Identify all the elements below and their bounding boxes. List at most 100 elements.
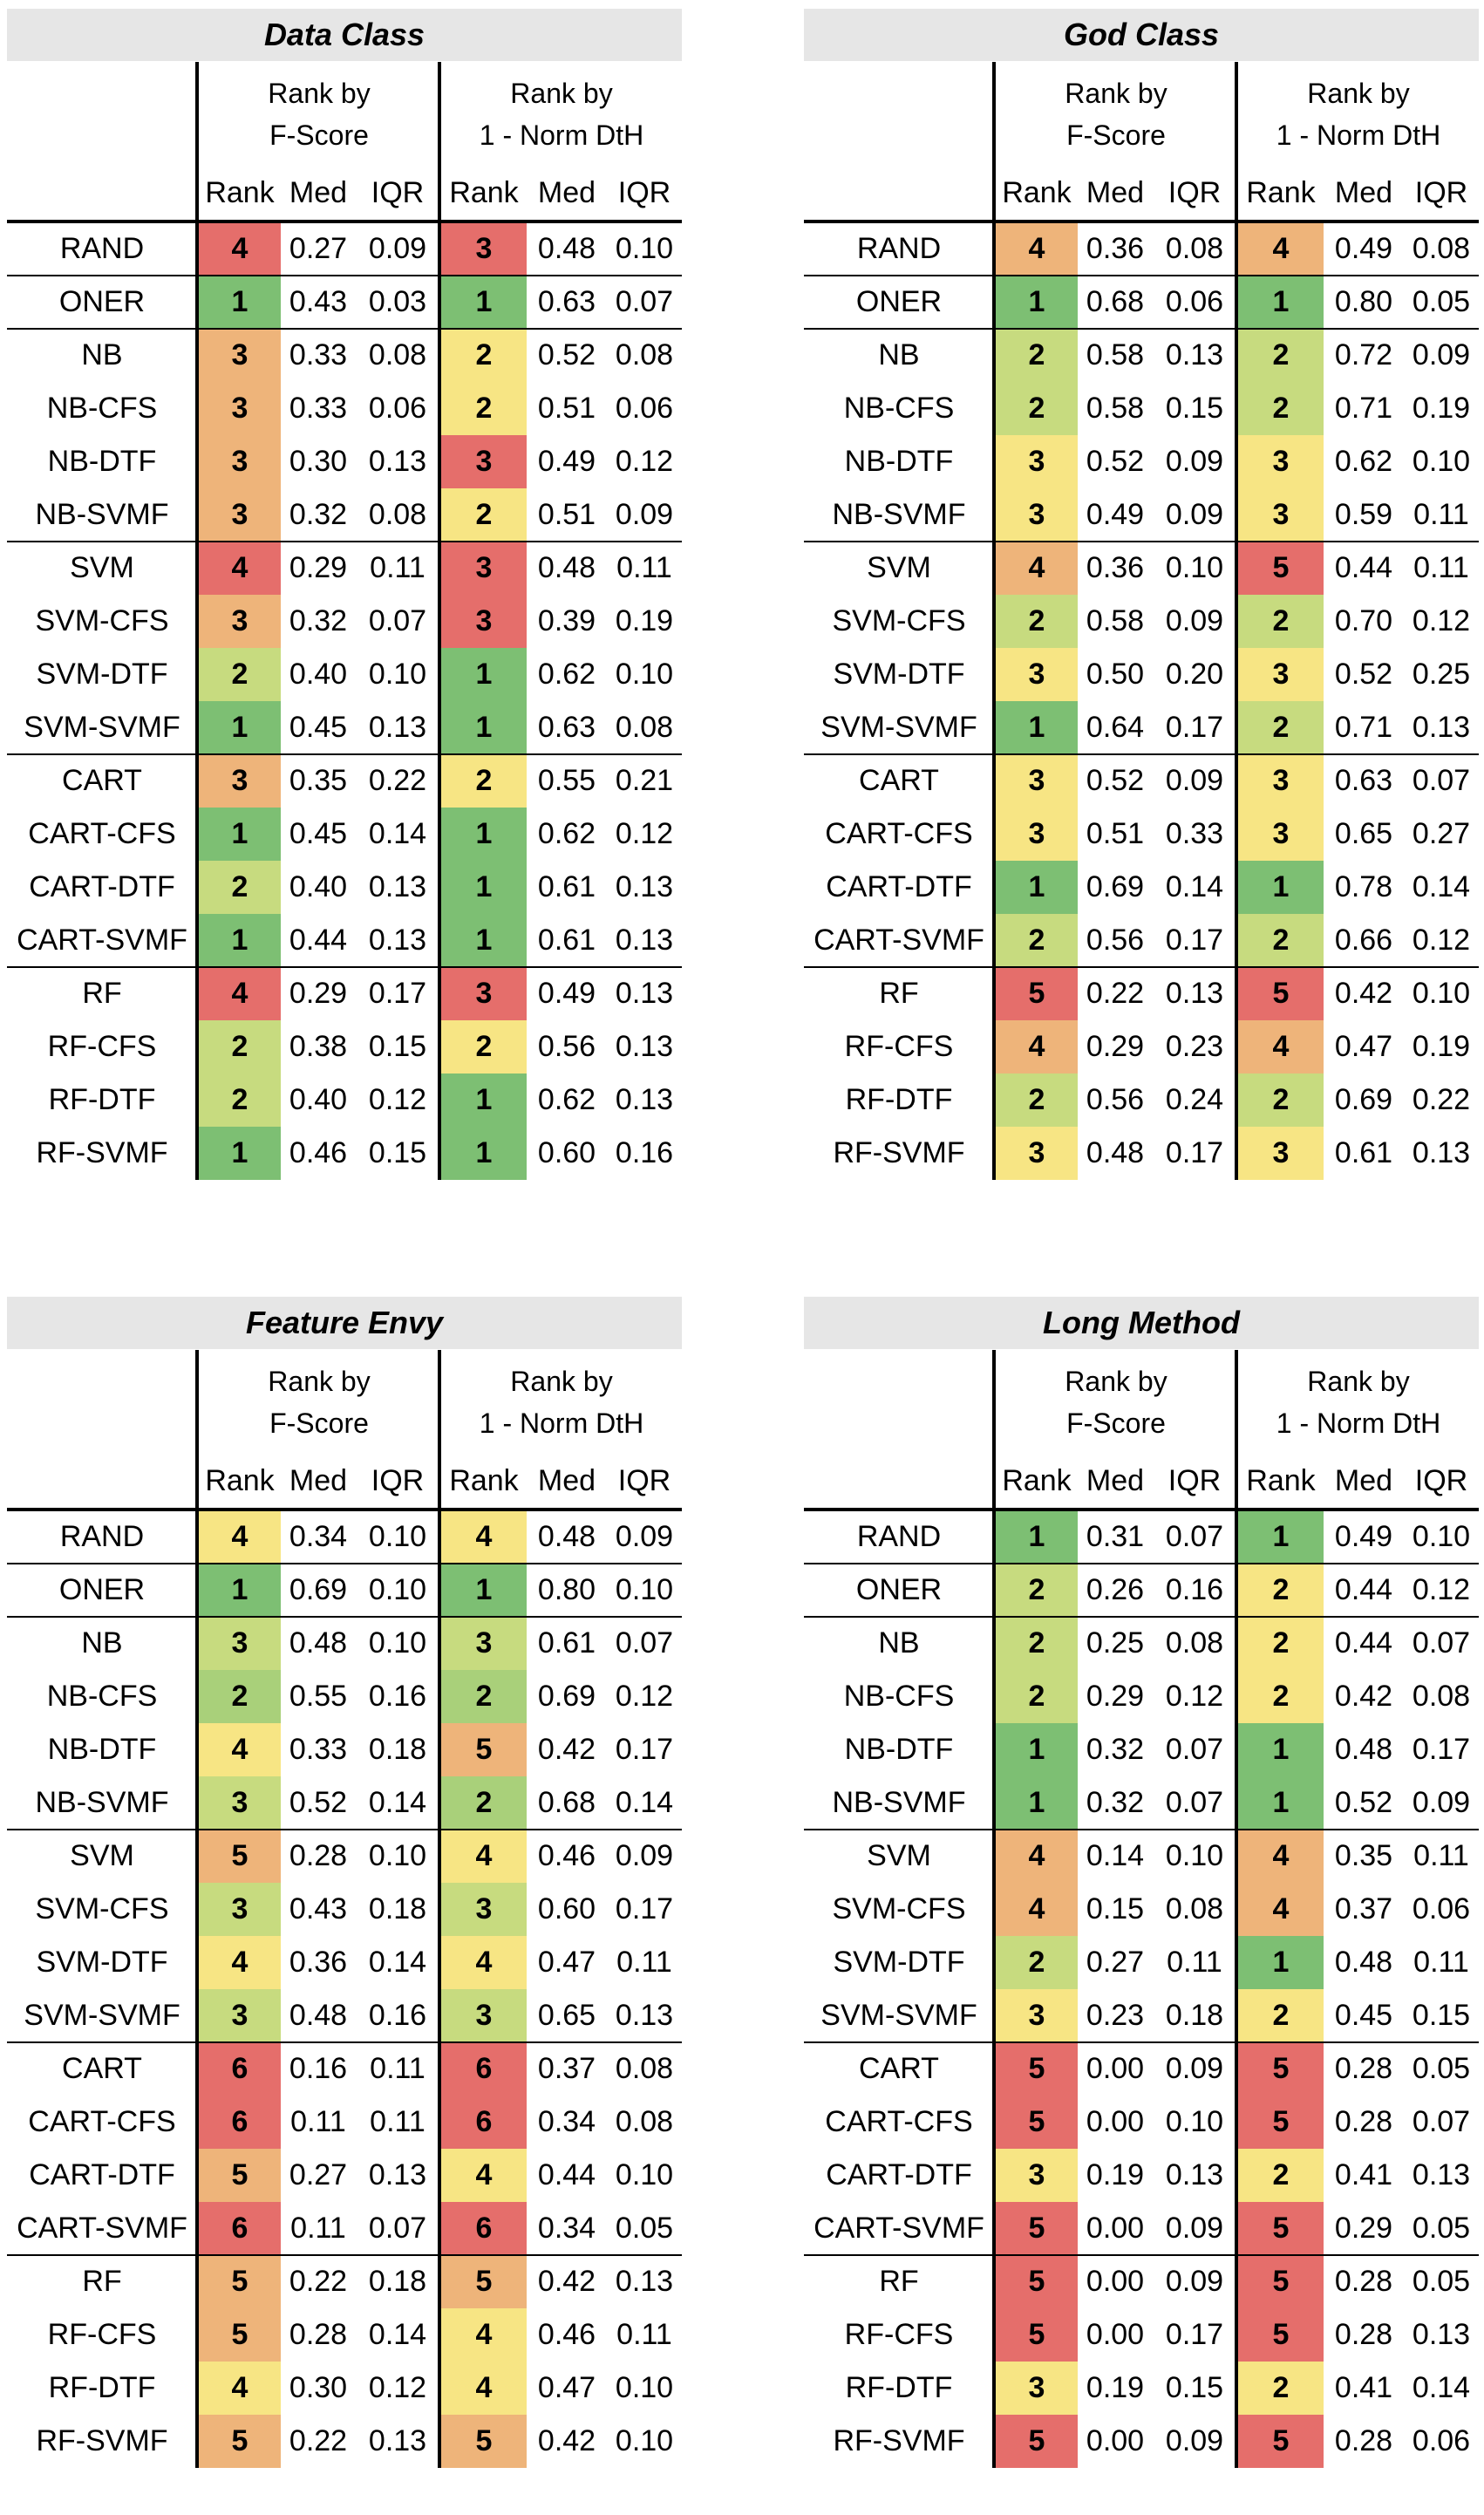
table-row: SVM 4 0.29 0.11 3 0.48 0.11 xyxy=(7,542,682,595)
classifier-name: ONER xyxy=(855,1573,943,1606)
classifier-name: CART-CFS xyxy=(825,2105,973,2138)
table-row: NB-CFS 2 0.58 0.15 2 0.71 0.19 xyxy=(804,382,1479,435)
fscore-median: 0.00 xyxy=(1086,2265,1145,2298)
dth-median: 0.39 xyxy=(537,604,596,637)
dth-median: 0.28 xyxy=(1334,2052,1393,2085)
classifier-name: CART-DTF xyxy=(826,870,972,903)
fscore-median: 0.58 xyxy=(1086,338,1145,371)
table-row: RF-DTF 2 0.56 0.24 2 0.69 0.22 xyxy=(804,1073,1479,1127)
table-row: RF-DTF 4 0.30 0.12 4 0.47 0.10 xyxy=(7,2362,682,2415)
dth-rank: 4 xyxy=(441,1830,527,1883)
fscore-rank: 4 xyxy=(199,967,281,1020)
table-row: SVM 4 0.14 0.10 4 0.35 0.11 xyxy=(804,1830,1479,1883)
fscore-median: 0.32 xyxy=(1086,1733,1145,1766)
fscore-rank: 4 xyxy=(996,1830,1078,1883)
fscore-iqr: 0.10 xyxy=(368,1626,427,1660)
table-row: CART 3 0.52 0.09 3 0.63 0.07 xyxy=(804,754,1479,808)
group-divider xyxy=(804,275,1479,276)
dth-rank: 5 xyxy=(1238,2042,1324,2096)
column-header: IQR xyxy=(1414,175,1468,209)
dth-rank: 2 xyxy=(1238,1617,1324,1670)
dth-iqr: 0.11 xyxy=(616,1946,672,1979)
classifier-name: NB xyxy=(878,1626,920,1660)
fscore-group-header: Rank by F-Score xyxy=(996,72,1236,156)
fscore-median: 0.22 xyxy=(1086,977,1145,1010)
dth-median: 0.60 xyxy=(537,1136,596,1169)
group-divider xyxy=(804,753,1479,755)
fscore-median: 0.16 xyxy=(289,2052,348,2085)
dth-median: 0.51 xyxy=(537,498,596,531)
dth-iqr: 0.11 xyxy=(616,2318,672,2351)
classifier-name: SVM-DTF xyxy=(833,658,965,691)
fscore-rank: 5 xyxy=(199,2308,281,2362)
column-header: Rank xyxy=(1246,1463,1316,1497)
dth-median: 0.51 xyxy=(537,392,596,425)
dth-iqr: 0.10 xyxy=(615,1573,674,1606)
dth-iqr: 0.13 xyxy=(615,924,674,957)
fscore-rank: 1 xyxy=(996,1723,1078,1776)
fscore-iqr: 0.09 xyxy=(1165,764,1224,797)
classifier-name: RF-DTF xyxy=(48,2371,156,2404)
classifier-name: SVM-SVMF xyxy=(24,711,180,744)
classifier-name: SVM-CFS xyxy=(35,604,169,637)
column-header: Rank xyxy=(1246,175,1316,209)
dth-median: 0.62 xyxy=(1334,445,1393,478)
fscore-iqr: 0.15 xyxy=(1165,392,1224,425)
table-row: CART-DTF 5 0.27 0.13 4 0.44 0.10 xyxy=(7,2149,682,2202)
classifier-name: RF-CFS xyxy=(844,1030,954,1063)
column-header: Rank xyxy=(1002,1463,1072,1497)
dth-rank: 1 xyxy=(441,914,527,967)
fscore-median: 0.23 xyxy=(1086,1999,1145,2032)
classifier-name: RF-CFS xyxy=(47,1030,157,1063)
dth-iqr: 0.14 xyxy=(1412,2371,1471,2404)
fscore-iqr: 0.06 xyxy=(1165,285,1224,318)
fscore-median: 0.29 xyxy=(289,977,348,1010)
dth-rank: 4 xyxy=(1238,1020,1324,1073)
fscore-rank: 3 xyxy=(996,2362,1078,2415)
dth-iqr: 0.09 xyxy=(1412,338,1471,371)
fscore-rank: 3 xyxy=(199,595,281,648)
fscore-median: 0.29 xyxy=(289,551,348,584)
classifier-name: NB-DTF xyxy=(844,1733,954,1766)
fscore-rank: 1 xyxy=(996,276,1078,329)
column-divider xyxy=(438,1350,441,2468)
dth-rank: 1 xyxy=(1238,1723,1324,1776)
table-row: RAND 4 0.27 0.09 3 0.48 0.10 xyxy=(7,222,682,276)
fscore-median: 0.58 xyxy=(1086,604,1145,637)
dth-iqr: 0.19 xyxy=(1412,392,1471,425)
fscore-rank: 2 xyxy=(996,1564,1078,1617)
fscore-rank: 4 xyxy=(996,1883,1078,1936)
classifier-name: RF-SVMF xyxy=(36,2424,168,2457)
classifier-name: NB-CFS xyxy=(46,1680,158,1713)
dth-iqr: 0.10 xyxy=(1412,445,1471,478)
dth-rank: 5 xyxy=(1238,967,1324,1020)
fscore-median: 0.00 xyxy=(1086,2424,1145,2457)
fscore-median: 0.44 xyxy=(289,924,348,957)
fscore-rank: 3 xyxy=(199,754,281,808)
dth-rank: 2 xyxy=(1238,1564,1324,1617)
classifier-name: RF-SVMF xyxy=(833,1136,965,1169)
dth-rank: 1 xyxy=(441,808,527,861)
column-divider xyxy=(1235,62,1238,1180)
table-row: NB-CFS 3 0.33 0.06 2 0.51 0.06 xyxy=(7,382,682,435)
fscore-rank: 3 xyxy=(199,1776,281,1830)
classifier-name: SVM xyxy=(70,1839,134,1872)
fscore-median: 0.52 xyxy=(289,1786,348,1819)
classifier-name: SVM-CFS xyxy=(35,1892,169,1925)
fscore-iqr: 0.10 xyxy=(1165,551,1224,584)
classifier-name: CART-DTF xyxy=(29,2158,175,2191)
dth-median: 0.61 xyxy=(537,870,596,903)
table-row: CART-CFS 3 0.51 0.33 3 0.65 0.27 xyxy=(804,808,1479,861)
fscore-median: 0.25 xyxy=(1086,1626,1145,1660)
table-row: SVM-CFS 4 0.15 0.08 4 0.37 0.06 xyxy=(804,1883,1479,1936)
fscore-iqr: 0.08 xyxy=(368,338,427,371)
table-row: RF 4 0.29 0.17 3 0.49 0.13 xyxy=(7,967,682,1020)
dth-median: 0.28 xyxy=(1334,2105,1393,2138)
fscore-iqr: 0.18 xyxy=(368,1733,427,1766)
dth-iqr: 0.05 xyxy=(1412,2212,1471,2245)
table-row: ONER 1 0.69 0.10 1 0.80 0.10 xyxy=(7,1564,682,1617)
fscore-iqr: 0.10 xyxy=(368,1520,427,1553)
classifier-name: CART-CFS xyxy=(28,817,176,850)
table-row: CART-SVMF 5 0.00 0.09 5 0.29 0.05 xyxy=(804,2202,1479,2255)
table-row: RF 5 0.22 0.18 5 0.42 0.13 xyxy=(7,2255,682,2308)
